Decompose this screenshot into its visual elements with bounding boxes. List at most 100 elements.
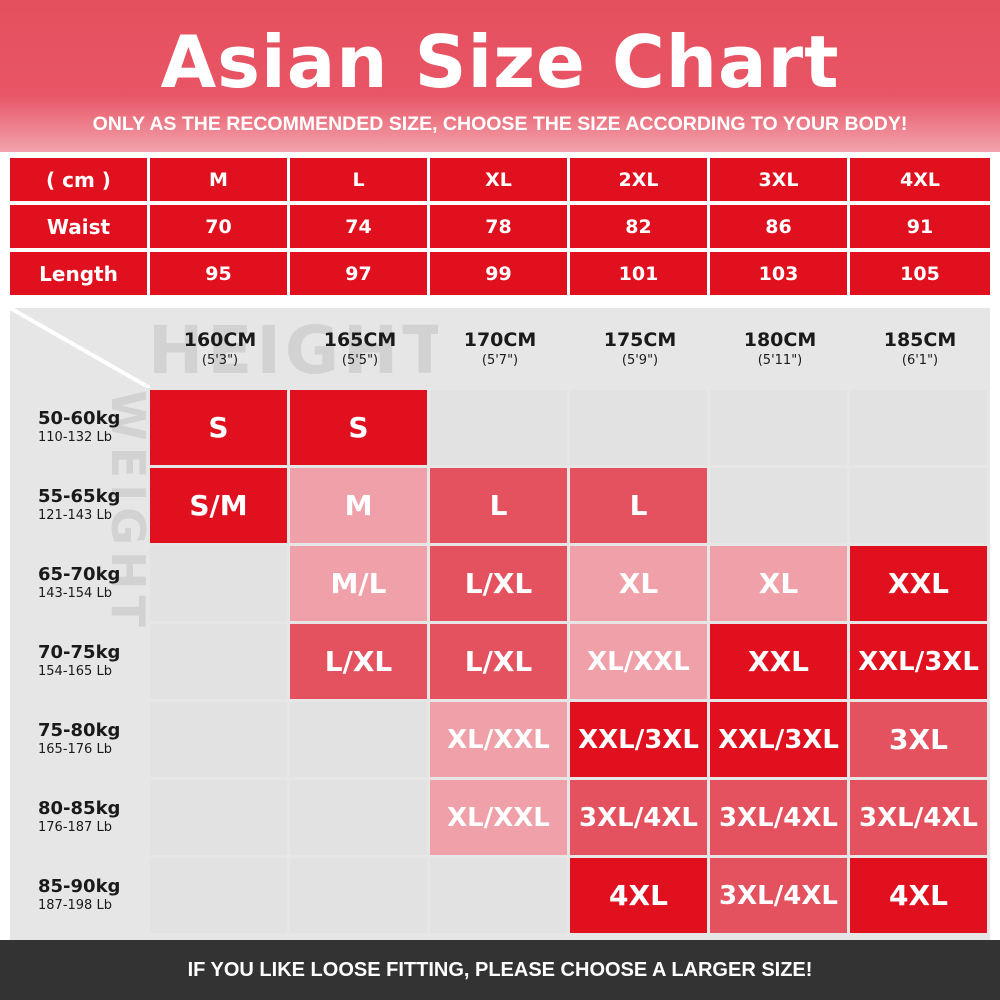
- height-ft-label: (5'11"): [757, 353, 803, 368]
- measure-value-cell: 103: [710, 252, 847, 295]
- height-column-header: 165CM (5'5"): [290, 328, 430, 370]
- height-watermark: HEIGHT: [148, 316, 438, 386]
- weight-lb-label: 165-176 Lb: [38, 742, 112, 757]
- size-recommendation-cell: XXL: [710, 624, 847, 699]
- weight-kg-label: 50-60kg: [38, 408, 121, 429]
- size-header-cell: 3XL: [710, 158, 847, 201]
- measure-value-cell: 86: [710, 205, 847, 248]
- height-column-header: 175CM (5'9"): [570, 328, 710, 370]
- height-cm-label: 175CM: [603, 329, 677, 351]
- height-cm-label: 185CM: [883, 329, 957, 351]
- measure-row-label: Waist: [10, 205, 147, 248]
- size-recommendation-cell: 3XL: [850, 702, 987, 777]
- height-ft-label: (6'1"): [901, 353, 939, 368]
- size-header-cell: M: [150, 158, 287, 201]
- height-cm-label: 170CM: [463, 329, 537, 351]
- size-header-cell: 4XL: [850, 158, 990, 201]
- empty-grid-cell: [150, 546, 287, 621]
- weight-row-header: 85-90kg 187-198 Lb: [38, 876, 148, 914]
- weight-row-header: 80-85kg 176-187 Lb: [38, 798, 148, 836]
- empty-grid-cell: [150, 702, 287, 777]
- measure-value-cell: 74: [290, 205, 427, 248]
- height-column-header: 180CM (5'11"): [710, 328, 850, 370]
- size-recommendation-cell: XXL/3XL: [570, 702, 707, 777]
- measure-value-cell: 82: [570, 205, 707, 248]
- size-recommendation-cell: 3XL/4XL: [850, 780, 987, 855]
- height-column-header: 185CM (6'1"): [850, 328, 990, 370]
- weight-lb-label: 143-154 Lb: [38, 586, 112, 601]
- height-cm-label: 165CM: [323, 329, 397, 351]
- size-recommendation-cell: XL: [710, 546, 847, 621]
- empty-grid-cell: [710, 468, 847, 543]
- weight-watermark: WEIGHT: [101, 390, 155, 633]
- weight-row-header: 65-70kg 143-154 Lb: [38, 564, 148, 602]
- weight-lb-label: 154-165 Lb: [38, 664, 112, 679]
- height-ft-label: (5'7"): [481, 353, 519, 368]
- empty-grid-cell: [430, 390, 567, 465]
- empty-grid-cell: [290, 702, 427, 777]
- size-recommendation-cell: 3XL/4XL: [570, 780, 707, 855]
- size-recommendation-cell: XXL/3XL: [710, 702, 847, 777]
- weight-kg-label: 65-70kg: [38, 564, 121, 585]
- size-recommendation-cell: 4XL: [850, 858, 987, 933]
- height-cm-label: 160CM: [183, 329, 257, 351]
- weight-kg-label: 80-85kg: [38, 798, 121, 819]
- empty-grid-cell: [150, 858, 287, 933]
- weight-row-header: 70-75kg 154-165 Lb: [38, 642, 148, 680]
- weight-lb-label: 121-143 Lb: [38, 508, 112, 523]
- empty-grid-cell: [850, 468, 987, 543]
- weight-row-header: 50-60kg 110-132 Lb: [38, 408, 148, 446]
- size-recommendation-cell: M/L: [290, 546, 427, 621]
- footer-note: IF YOU LIKE LOOSE FITTING, PLEASE CHOOSE…: [0, 940, 1000, 1000]
- empty-grid-cell: [850, 390, 987, 465]
- size-recommendation-cell: L/XL: [290, 624, 427, 699]
- size-header-cell: XL: [430, 158, 567, 201]
- empty-grid-cell: [710, 390, 847, 465]
- size-recommendation-cell: 3XL/4XL: [710, 780, 847, 855]
- size-recommendation-cell: M: [290, 468, 427, 543]
- empty-grid-cell: [570, 390, 707, 465]
- size-recommendation-cell: S/M: [150, 468, 287, 543]
- size-recommendation-cell: 4XL: [570, 858, 707, 933]
- measure-value-cell: 101: [570, 252, 707, 295]
- empty-grid-cell: [150, 624, 287, 699]
- height-column-header: 160CM (5'3"): [150, 328, 290, 370]
- diagonal-divider: [10, 308, 150, 388]
- page-title: Asian Size Chart: [160, 20, 840, 104]
- measure-value-cell: 78: [430, 205, 567, 248]
- height-ft-label: (5'9"): [621, 353, 659, 368]
- size-recommendation-cell: L/XL: [430, 624, 567, 699]
- weight-row-header: 75-80kg 165-176 Lb: [38, 720, 148, 758]
- size-header-cell: L: [290, 158, 427, 201]
- unit-header-cell: ( cm ): [10, 158, 147, 201]
- size-recommendation-cell: 3XL/4XL: [710, 858, 847, 933]
- size-recommendation-cell: XL: [570, 546, 707, 621]
- measure-value-cell: 99: [430, 252, 567, 295]
- size-recommendation-cell: L: [570, 468, 707, 543]
- size-recommendation-cell: S: [150, 390, 287, 465]
- measure-value-cell: 97: [290, 252, 427, 295]
- size-header-cell: 2XL: [570, 158, 707, 201]
- header-banner: Asian Size Chart ONLY AS THE RECOMMENDED…: [0, 0, 1000, 152]
- size-recommendation-cell: XL/XXL: [570, 624, 707, 699]
- empty-grid-cell: [290, 780, 427, 855]
- weight-kg-label: 75-80kg: [38, 720, 121, 741]
- size-recommendation-cell: XL/XXL: [430, 702, 567, 777]
- height-ft-label: (5'3"): [201, 353, 239, 368]
- empty-grid-cell: [150, 780, 287, 855]
- size-recommendation-cell: XXL/3XL: [850, 624, 987, 699]
- measure-value-cell: 91: [850, 205, 990, 248]
- weight-kg-label: 70-75kg: [38, 642, 121, 663]
- height-column-header: 170CM (5'7"): [430, 328, 570, 370]
- weight-kg-label: 55-65kg: [38, 486, 121, 507]
- size-recommendation-cell: S: [290, 390, 427, 465]
- weight-lb-label: 110-132 Lb: [38, 430, 112, 445]
- measure-value-cell: 70: [150, 205, 287, 248]
- weight-kg-label: 85-90kg: [38, 876, 121, 897]
- weight-lb-label: 187-198 Lb: [38, 898, 112, 913]
- page-subtitle: ONLY AS THE RECOMMENDED SIZE, CHOOSE THE…: [92, 113, 908, 135]
- height-cm-label: 180CM: [743, 329, 817, 351]
- size-recommendation-cell: XXL: [850, 546, 987, 621]
- weight-lb-label: 176-187 Lb: [38, 820, 112, 835]
- size-recommendation-cell: XL/XXL: [430, 780, 567, 855]
